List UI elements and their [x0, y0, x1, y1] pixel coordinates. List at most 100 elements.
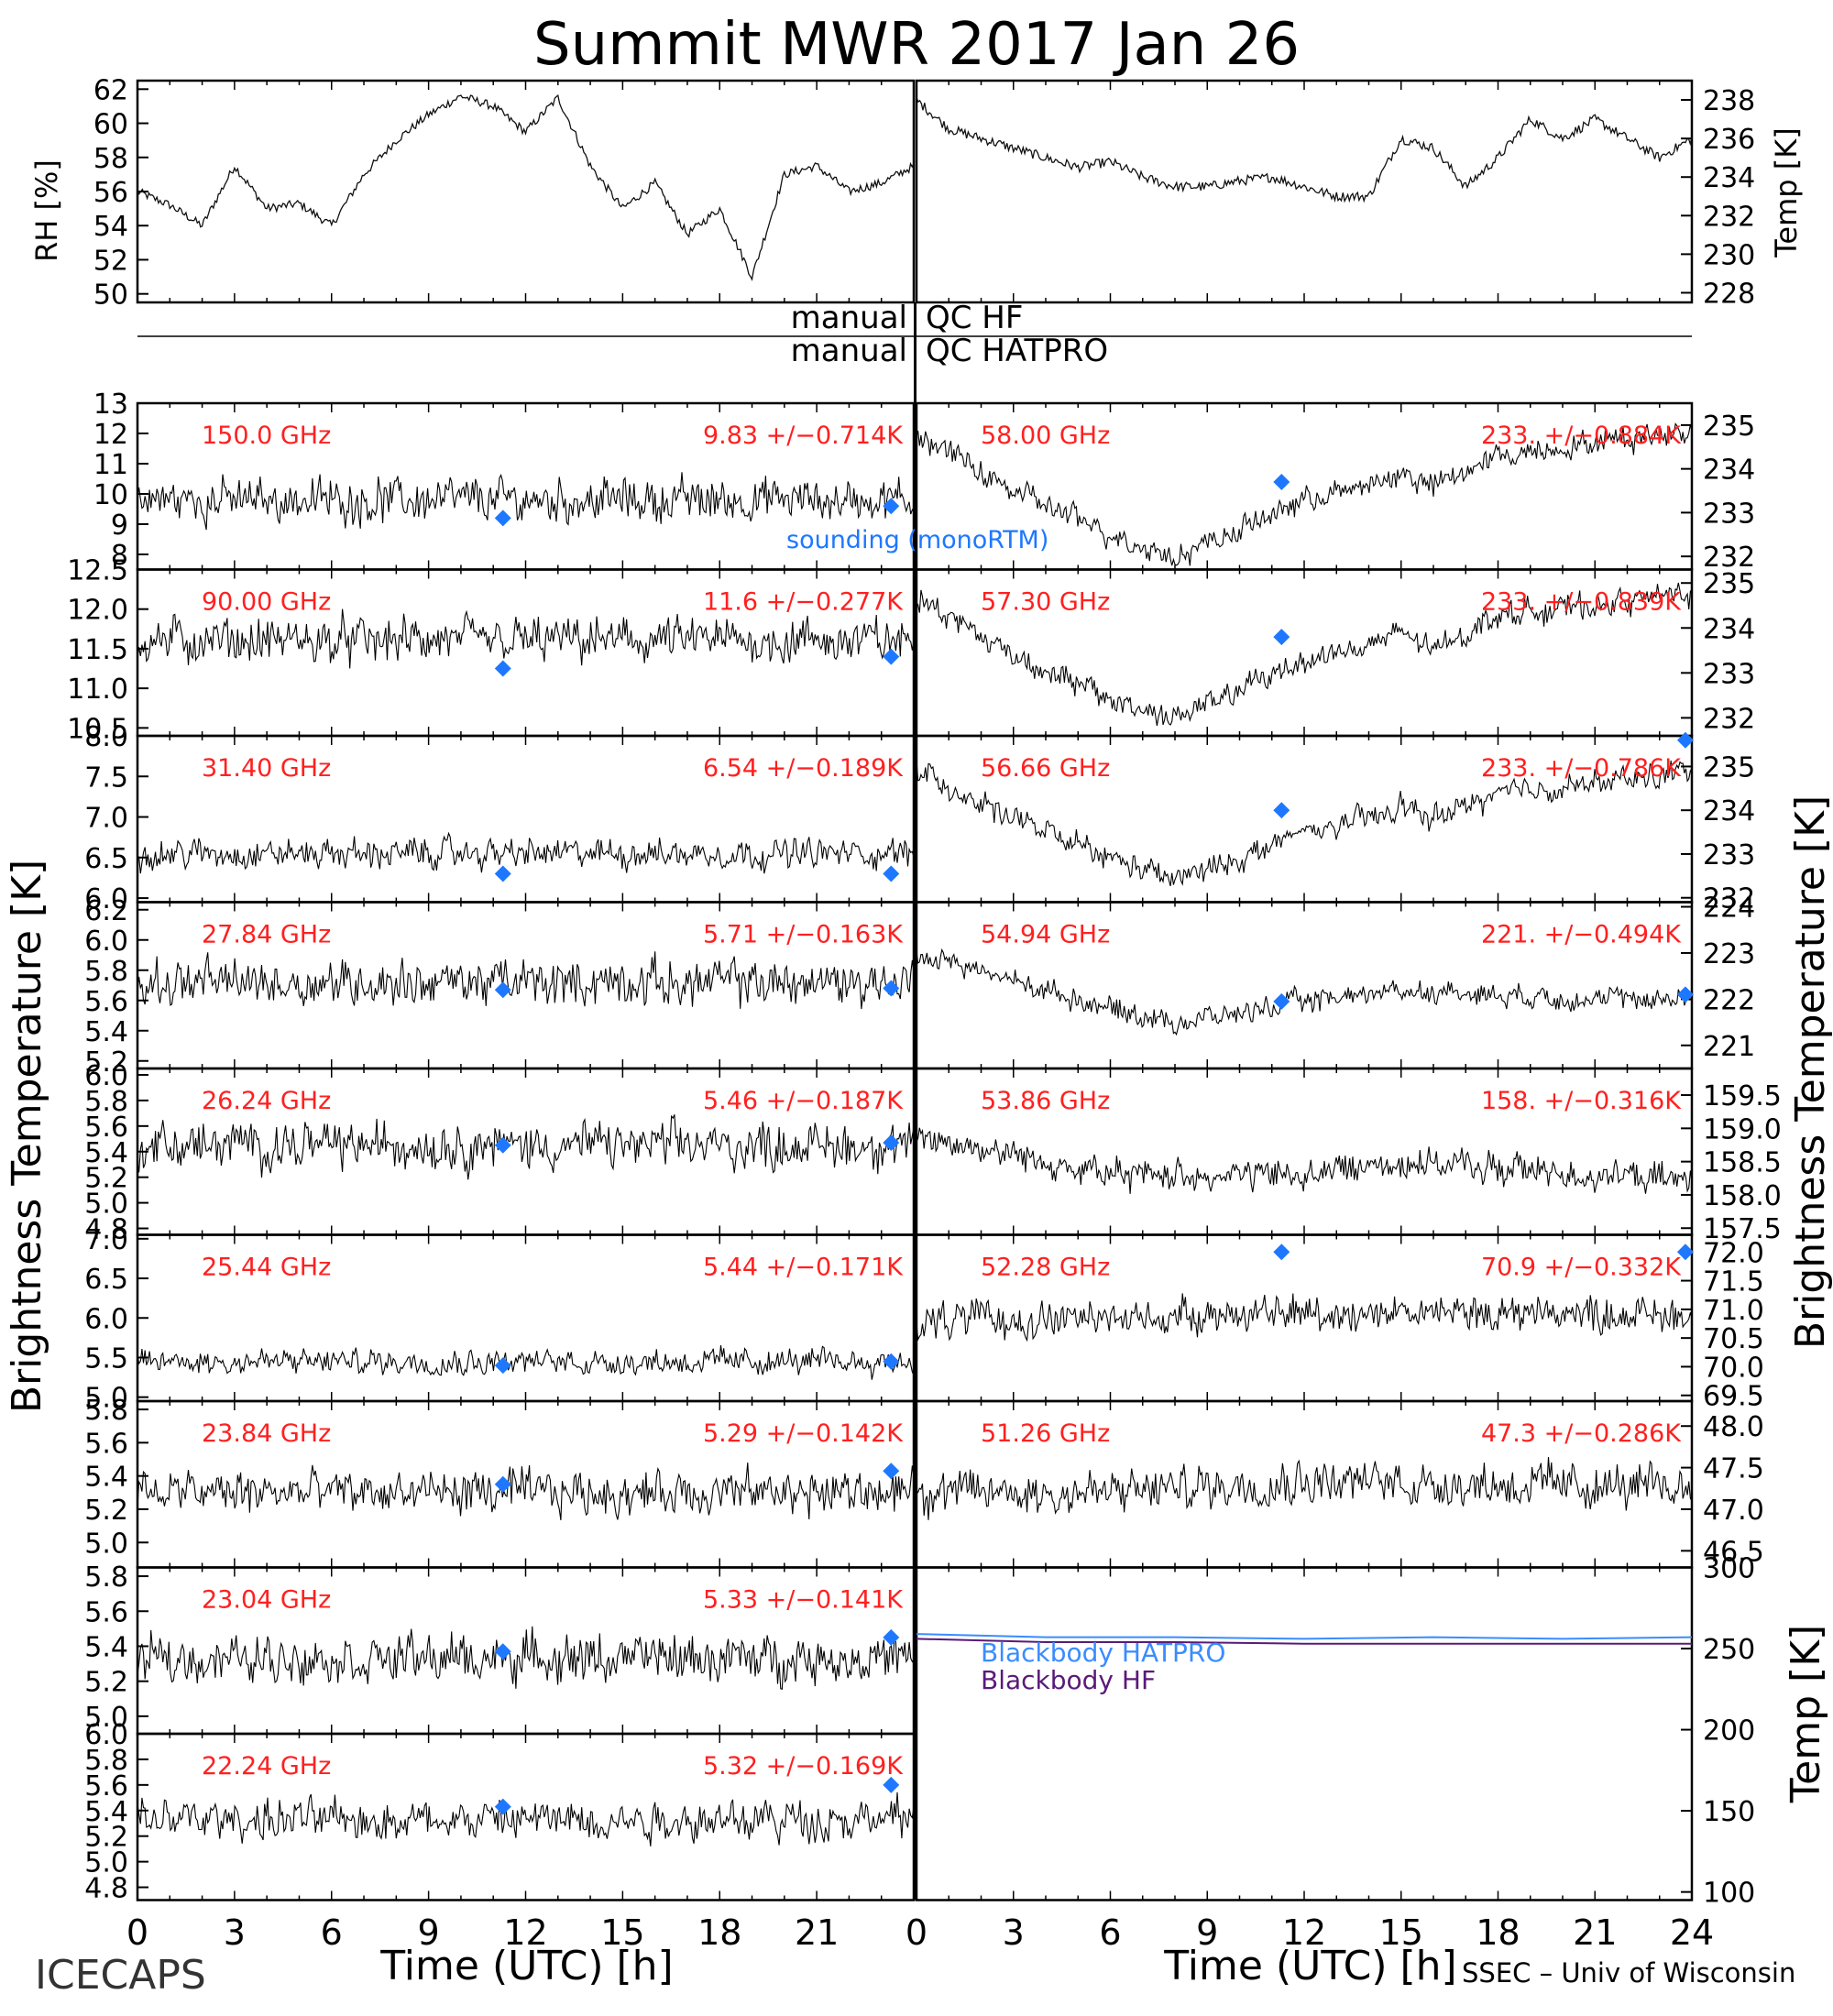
- panel-left-1-ytick-label: 11.0: [67, 674, 128, 706]
- panel-left-8-trace: [137, 1791, 915, 1846]
- panel-left-4-sounding-point: [883, 1134, 900, 1151]
- panel-right-2-ytick-label: 233: [1703, 839, 1755, 871]
- panel-right-6-trace: [916, 1457, 1693, 1520]
- x-tick-label-right: 9: [1196, 1912, 1218, 1953]
- panel-right-3-stat-label: 221. +/−0.494K: [1481, 921, 1682, 949]
- x-tick-label-left: 12: [503, 1912, 547, 1953]
- panel-left-8-sounding-point: [883, 1776, 900, 1793]
- panel-right-5-freq-label: 52.28 GHz: [981, 1254, 1110, 1282]
- panel-left-4-ytick-label: 5.4: [84, 1137, 128, 1169]
- panel-left-5-trace: [137, 1344, 915, 1380]
- tb-axis-label-right: Brightness Temperature [K]: [1787, 795, 1833, 1349]
- x-tick-label-right: 3: [1003, 1912, 1025, 1953]
- panel-right-3-ytick-label: 222: [1703, 984, 1755, 1016]
- panel-left-3-sounding-point: [494, 981, 511, 999]
- panel-left-6-stat-label: 5.29 +/−0.142K: [703, 1419, 904, 1448]
- panel-right-1-ytick-label: 232: [1703, 703, 1755, 735]
- panel-right-4-ytick-label: 158.5: [1703, 1147, 1782, 1179]
- panel-left-2-ytick-label: 6.0: [84, 883, 128, 915]
- panel-left-1-ytick-label: 12.0: [67, 595, 128, 627]
- panel-right-2-ytick-label: 232: [1703, 883, 1755, 915]
- panel-left-7-ytick-label: 5.0: [84, 1702, 128, 1734]
- panel-right-1-trace: [916, 582, 1693, 727]
- panel-right-6-ytick-label: 48.0: [1703, 1411, 1764, 1443]
- panel-right-4-ytick-label: 157.5: [1703, 1213, 1782, 1245]
- panel-right-4-trace: [916, 1127, 1693, 1194]
- panel-right-5-stat-label: 70.9 +/−0.332K: [1481, 1254, 1682, 1282]
- panel-left-0-sounding-point: [883, 498, 900, 515]
- x-tick-label-right: 21: [1573, 1912, 1617, 1953]
- panel-right-1-ytick-label: 235: [1703, 568, 1755, 600]
- panel-right-0-ytick-label: 235: [1703, 411, 1755, 443]
- bb-axis-label: Temp [K]: [1783, 1625, 1829, 1803]
- panel-right-5-sounding-point: [1676, 1244, 1694, 1261]
- panel-right-5-ytick-label: 70.5: [1703, 1323, 1764, 1355]
- panel-right-3-ytick-label: 223: [1703, 938, 1755, 970]
- temp-panel-ytick-label: 234: [1703, 162, 1755, 194]
- panel-left-7-stat-label: 5.33 +/−0.141K: [703, 1586, 904, 1615]
- panel-left-6-sounding-point: [494, 1475, 511, 1493]
- temp-panel-ytick-label: 232: [1703, 201, 1755, 233]
- panel-left-8-ytick-label: 4.8: [84, 1873, 128, 1905]
- panel-left-2-freq-label: 31.40 GHz: [202, 754, 331, 783]
- panel-left-4-ytick-label: 6.0: [84, 1060, 128, 1092]
- panel-right-5-ytick-label: 71.5: [1703, 1266, 1764, 1298]
- rh-axis-label: RH [%]: [29, 159, 64, 262]
- panel-left-3-ytick-label: 5.8: [84, 956, 128, 988]
- rh-panel-ytick-label: 60: [93, 109, 128, 141]
- panel-right-1-ytick-label: 234: [1703, 613, 1755, 645]
- x-tick-label-left: 9: [418, 1912, 440, 1953]
- qc-hatpro-right: QC HATPRO: [926, 333, 1108, 369]
- panel-left-3-trace: [137, 951, 915, 1010]
- panel-left-7-freq-label: 23.04 GHz: [202, 1586, 331, 1615]
- panel-left-2-ytick-label: 7.5: [84, 761, 128, 794]
- panel-left-6-ytick-label: 5.6: [84, 1428, 128, 1460]
- panel-right-6-ytick-label: 47.0: [1703, 1495, 1764, 1527]
- panel-left-1-ytick-label: 10.5: [67, 713, 128, 745]
- blackbody-series-0: [916, 1633, 1693, 1640]
- panel-right-5-trace: [916, 1293, 1693, 1342]
- panel-right-1-ytick-label: 233: [1703, 658, 1755, 690]
- panel-left-6-sounding-point: [883, 1463, 900, 1480]
- panel-right-4-freq-label: 53.86 GHz: [981, 1087, 1110, 1115]
- blackbody-ytick-label: 150: [1703, 1796, 1755, 1828]
- panel-right-1-sounding-point: [1273, 629, 1290, 646]
- panel-left-7-ytick-label: 5.4: [84, 1631, 128, 1663]
- panel-left-3-ytick-label: 5.2: [84, 1046, 128, 1079]
- panel-right-0-stat-label: 233. +/−0.884K: [1481, 422, 1682, 450]
- x-tick-label-left: 0: [126, 1912, 148, 1953]
- panel-left-5-sounding-point: [494, 1357, 511, 1375]
- panel-right-0-ytick-label: 233: [1703, 498, 1755, 530]
- panel-left-2-ytick-label: 7.0: [84, 803, 128, 835]
- panel-left-5-stat-label: 5.44 +/−0.171K: [703, 1254, 904, 1282]
- panel-right-1-stat-label: 233. +/−0.839K: [1481, 588, 1682, 617]
- panel-left-8-ytick-label: 5.4: [84, 1796, 128, 1828]
- panel-right-3-freq-label: 54.94 GHz: [981, 921, 1110, 949]
- panel-left-2-trace: [137, 831, 915, 874]
- panel-left-3-ytick-label: 5.4: [84, 1016, 128, 1048]
- panel-left-8-ytick-label: 5.6: [84, 1770, 128, 1802]
- panel-left-5-freq-label: 25.44 GHz: [202, 1254, 331, 1282]
- panel-left-3-freq-label: 27.84 GHz: [202, 921, 331, 949]
- panel-right-4-ytick-label: 159.0: [1703, 1113, 1782, 1145]
- panel-right-4-ytick-label: 159.5: [1703, 1080, 1782, 1112]
- panel-right-4-ytick-label: 158.0: [1703, 1180, 1782, 1212]
- panel-left-1-sounding-point: [883, 648, 900, 665]
- blackbody-panel-frame: [915, 1566, 1694, 1901]
- legend-sounding: sounding (monoRTM): [786, 526, 1048, 554]
- temp-panel-ytick-label: 230: [1703, 239, 1755, 271]
- panel-left-2-sounding-point: [883, 865, 900, 882]
- panel-right-0-ytick-label: 232: [1703, 542, 1755, 574]
- panel-left-6-trace: [137, 1463, 915, 1520]
- x-tick-label-left: 21: [795, 1912, 839, 1953]
- panel-left-7-ytick-label: 5.6: [84, 1596, 128, 1628]
- panel-left-8-ytick-label: 5.8: [84, 1745, 128, 1777]
- x-tick-label-right: 6: [1099, 1912, 1121, 1953]
- panel-left-3-stat-label: 5.71 +/−0.163K: [703, 921, 904, 949]
- blackbody-ytick-label: 100: [1703, 1878, 1755, 1910]
- panel-right-6-ytick-label: 46.5: [1703, 1536, 1764, 1568]
- panel-left-4-ytick-label: 5.0: [84, 1189, 128, 1221]
- panel-left-0-ytick-label: 13: [93, 389, 128, 421]
- panel-right-2-sounding-point: [1273, 802, 1290, 819]
